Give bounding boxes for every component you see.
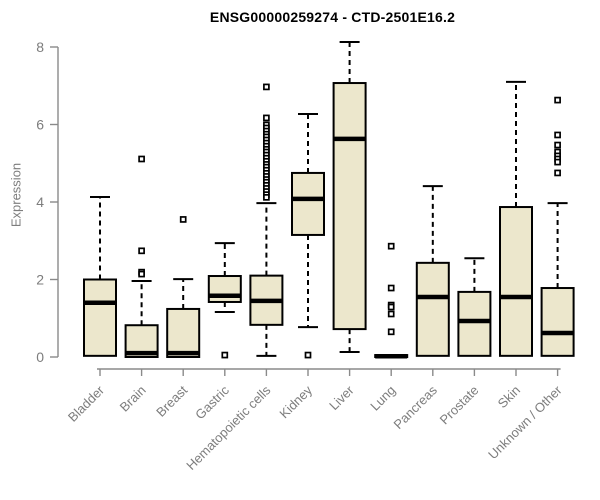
- outlier-point: [263, 194, 270, 201]
- box-kidney: [291, 113, 325, 359]
- outlier-point: [263, 83, 270, 91]
- box-prostate: [457, 257, 492, 357]
- iqr-box: [499, 206, 533, 357]
- x-tick-label-unknown-other: Unknown / Other: [485, 382, 565, 462]
- outlier-point: [138, 155, 145, 163]
- x-tick-label-liver: Liver: [326, 382, 357, 413]
- outlier-point: [387, 284, 395, 292]
- x-tick-label-brain: Brain: [117, 383, 149, 415]
- x-tick-label-gastric: Gastric: [192, 382, 232, 422]
- outlier-point: [554, 96, 561, 104]
- x-tick-label-bladder: Bladder: [65, 382, 108, 425]
- box-bladder: [83, 195, 117, 357]
- outlier-point: [138, 247, 145, 255]
- box-hematopoietic-cells: [249, 83, 284, 357]
- x-tick-label-prostate: Prostate: [437, 383, 482, 428]
- y-tick-label: 2: [36, 272, 44, 288]
- x-tick-label-kidney: Kidney: [276, 382, 315, 421]
- box-unknown-other: [540, 96, 575, 357]
- outlier-point: [387, 310, 395, 318]
- outlier-point: [387, 328, 395, 336]
- outlier-point: [221, 351, 229, 359]
- box-liver: [332, 40, 367, 353]
- iqr-box: [457, 290, 492, 357]
- chart-title: ENSG00000259274 - CTD-2501E16.2: [209, 9, 456, 25]
- y-tick-label: 6: [36, 117, 44, 133]
- x-tick-label-breast: Breast: [153, 382, 190, 419]
- iqr-box: [166, 307, 201, 359]
- x-tick-label-pancreas: Pancreas: [390, 382, 440, 432]
- outlier-point: [179, 216, 187, 223]
- iqr-box: [540, 287, 575, 357]
- box-pancreas: [415, 185, 450, 357]
- iqr-box: [83, 278, 117, 357]
- outlier-point: [554, 158, 561, 166]
- outlier-point: [263, 114, 270, 122]
- box-gastric: [207, 242, 242, 359]
- iqr-box: [291, 171, 325, 236]
- x-tick-label-skin: Skin: [495, 383, 523, 411]
- x-tick-label-lung: Lung: [367, 383, 398, 414]
- outlier-point: [554, 169, 561, 177]
- box-brain: [124, 155, 159, 359]
- outlier-point: [554, 141, 561, 149]
- outlier-point: [387, 242, 395, 250]
- iqr-box: [415, 261, 450, 357]
- box-skin: [499, 80, 533, 357]
- outlier-point: [554, 131, 561, 139]
- y-tick-label: 8: [36, 39, 44, 55]
- iqr-box: [332, 82, 367, 331]
- box-breast: [166, 216, 201, 359]
- box-lung: [374, 242, 409, 359]
- outlier-point: [304, 351, 312, 359]
- y-tick-label: 4: [36, 194, 44, 210]
- outlier-point: [387, 303, 395, 311]
- y-tick-label: 0: [36, 349, 44, 365]
- outlier-point: [138, 270, 145, 278]
- iqr-box: [207, 275, 242, 303]
